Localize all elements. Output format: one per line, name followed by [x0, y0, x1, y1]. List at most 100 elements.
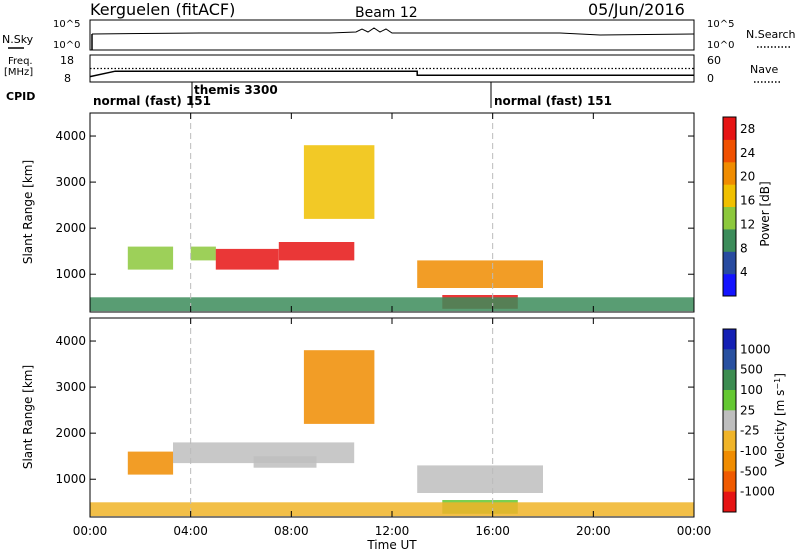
echo-region-8 — [90, 297, 694, 312]
cpid-row: CPID normal (fast) 151 themis 3300 norma… — [6, 82, 612, 108]
velocity-colorbar-segment — [723, 451, 736, 472]
nsky-panel: N.Sky 10^5 10^0 10^5 10^0 N.Search — [2, 19, 796, 51]
power-colorbar-segment — [723, 139, 736, 163]
xtick-label: 08:00 — [274, 524, 309, 538]
velocity-cbar-label: Velocity [m s−1] — [773, 373, 788, 467]
velocity-colorbar-segment — [723, 349, 736, 371]
power-colorbar-segment — [723, 161, 736, 185]
xtick-label: 12:00 — [375, 524, 410, 538]
nave-tick-top: 60 — [707, 54, 721, 67]
velocity-colorbar-segment — [723, 390, 736, 411]
time-axis-ticks: 00:00 04:00 08:00 12:00 16:00 20:00 00:00 — [73, 113, 712, 538]
velocity-colorbar-tick: -25 — [740, 424, 760, 438]
nsearch-tick-bottom: 10^0 — [707, 40, 734, 51]
xtick-label: 20:00 — [576, 524, 611, 538]
echo-region-5 — [417, 465, 543, 493]
ytick-label: 2000 — [55, 221, 86, 235]
velocity-colorbar-tick: 100 — [740, 383, 763, 397]
power-cbar-label: Power [dB] — [758, 181, 772, 246]
velocity-colorbar-segment — [723, 410, 736, 432]
nsky-tick-bottom: 10^0 — [53, 40, 80, 51]
ytick-label: 4000 — [55, 334, 86, 348]
power-colorbar-tick: 12 — [740, 217, 755, 231]
xtick-label: 00:00 — [677, 524, 712, 538]
echo-region-7 — [90, 502, 694, 517]
freq-label-line2: [MHz] — [4, 67, 33, 78]
freq-tick-bottom: 8 — [64, 72, 71, 85]
time-axis-label: Time UT — [366, 538, 417, 552]
xtick-label: 04:00 — [173, 524, 208, 538]
ytick-label: 4000 — [55, 129, 86, 143]
echo-region-4 — [303, 350, 375, 424]
velocity-colorbar: 1000 500 100 25 -25 -100 -500 -1000 — [722, 328, 775, 513]
velocity-frame — [89, 317, 695, 518]
velocity-colorbar-tick: 25 — [740, 403, 755, 417]
echo-region-1 — [127, 451, 174, 475]
echo-region-4 — [278, 242, 355, 261]
station-title: Kerguelen (fitACF) — [90, 0, 235, 19]
velocity-yticks: 1000 2000 3000 4000 — [55, 334, 694, 486]
freq-panel: Freq. [MHz] 18 8 60 0 Nave — [4, 54, 782, 85]
power-colorbar-segment — [723, 117, 736, 140]
power-colorbar-segment — [723, 251, 736, 275]
cpid-segment-2: themis 3300 — [194, 83, 278, 97]
echo-region-6 — [417, 260, 543, 288]
cpid-label: CPID — [6, 90, 35, 103]
freq-tick-top: 18 — [60, 54, 74, 67]
echo-region-3 — [215, 248, 279, 270]
power-panel: 1000 2000 3000 4000 Slant Range [km] 4 8 12 16… — [21, 112, 772, 313]
echo-region-2 — [190, 246, 216, 261]
power-colorbar-tick: 20 — [740, 170, 755, 184]
power-frame — [89, 112, 695, 313]
velocity-colorbar-segment — [723, 369, 736, 391]
velocity-echoes — [90, 318, 694, 517]
ytick-label: 1000 — [55, 267, 86, 281]
nsky-label: N.Sky — [2, 33, 34, 46]
ytick-label: 3000 — [55, 380, 86, 394]
ytick-label: 3000 — [55, 175, 86, 189]
echo-region-1 — [127, 246, 174, 270]
nsky-trace — [91, 27, 695, 36]
ytick-label: 1000 — [55, 472, 86, 486]
velocity-colorbar-tick: 500 — [740, 363, 763, 377]
velocity-colorbar-segment — [723, 471, 736, 493]
velocity-colorbar-tick: 1000 — [740, 342, 771, 356]
nsky-frame — [89, 19, 695, 51]
date-title: 05/Jun/2016 — [588, 0, 685, 19]
xtick-label: 16:00 — [475, 524, 510, 538]
cpid-segment-1: normal (fast) 151 — [93, 94, 211, 108]
power-colorbar-tick: 16 — [740, 194, 755, 208]
ytick-label: 2000 — [55, 426, 86, 440]
power-colorbar-segment — [723, 184, 736, 207]
nave-tick-bottom: 0 — [707, 72, 714, 85]
power-colorbar-tick: 4 — [740, 265, 748, 279]
velocity-colorbar-segment — [723, 329, 736, 350]
power-colorbar-segment — [723, 228, 736, 252]
velocity-colorbar-segment — [723, 430, 736, 452]
velocity-colorbar-tick: -1000 — [740, 485, 775, 499]
echo-region-3 — [253, 456, 317, 468]
velocity-panel: 1000 2000 3000 4000 Slant Range [km] 1000 50… — [21, 113, 787, 552]
power-colorbar-tick: 24 — [740, 146, 755, 160]
velocity-colorbar-tick: -500 — [740, 464, 767, 478]
velocity-ylabel: Slant Range [km] — [21, 365, 35, 469]
freq-label-line1: Freq. — [8, 56, 33, 67]
velocity-colorbar-frame — [722, 328, 737, 513]
nave-label: Nave — [750, 63, 778, 76]
power-colorbar-segment — [723, 273, 736, 297]
velocity-colorbar-tick: -100 — [740, 444, 767, 458]
freq-trace — [89, 70, 694, 78]
cpid-segment-3: normal (fast) 151 — [494, 94, 612, 108]
nsky-tick-top: 10^5 — [53, 19, 80, 30]
nsearch-tick-top: 10^5 — [707, 19, 734, 30]
power-colorbar-tick: 8 — [740, 241, 748, 255]
echo-region-5 — [303, 145, 375, 219]
power-colorbar-segment — [723, 206, 736, 230]
beam-title: Beam 12 — [355, 5, 418, 21]
power-yticks: 1000 2000 3000 4000 — [55, 129, 694, 281]
nsearch-label: N.Search — [746, 28, 796, 41]
power-colorbar-frame — [722, 116, 737, 297]
power-colorbar-tick: 28 — [740, 122, 755, 136]
power-ylabel: Slant Range [km] — [21, 160, 35, 264]
